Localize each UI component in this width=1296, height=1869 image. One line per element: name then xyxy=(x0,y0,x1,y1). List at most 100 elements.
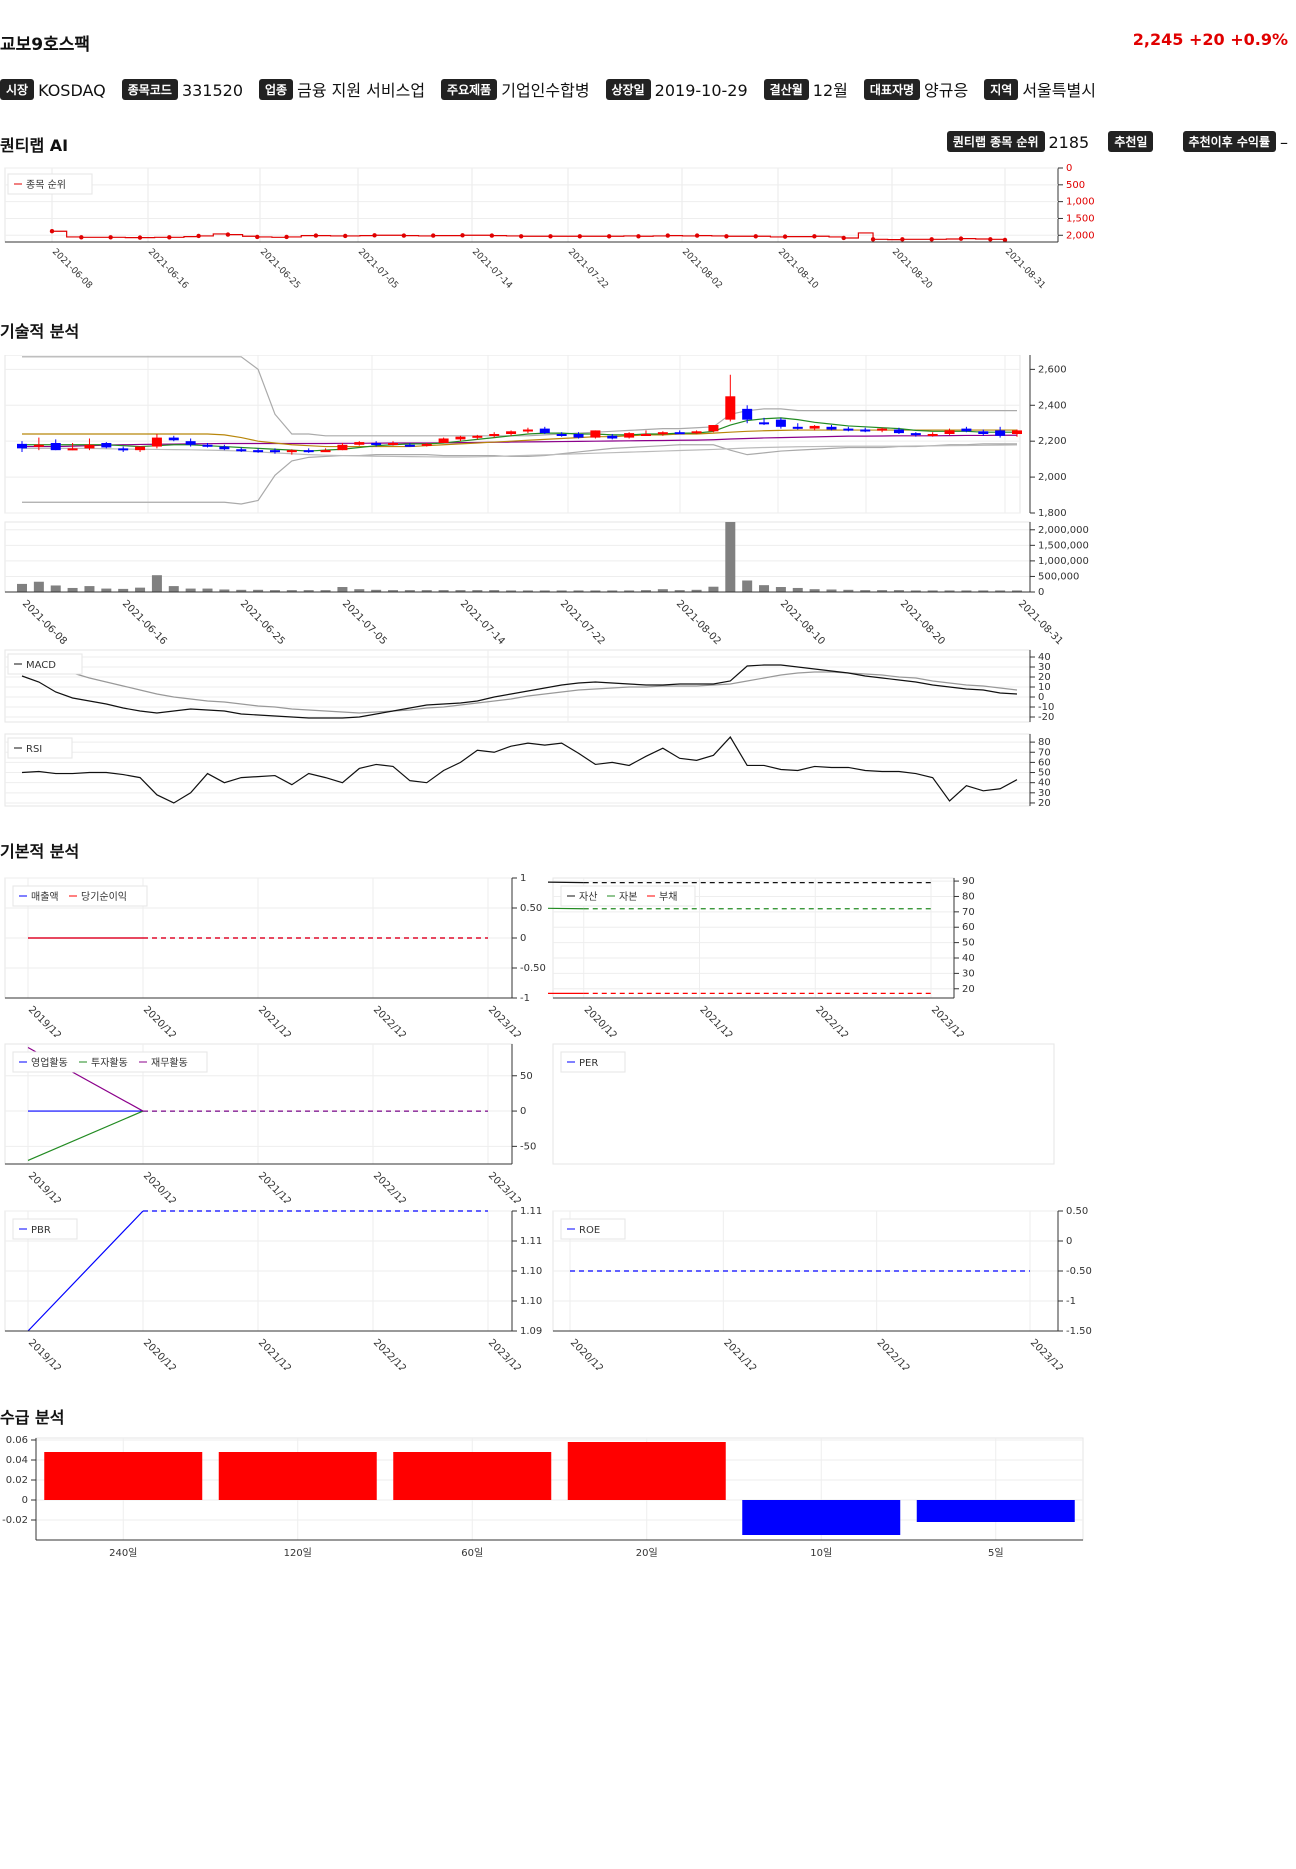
x-tick-label: 120일 xyxy=(284,1547,312,1559)
rank-point xyxy=(401,233,407,238)
rank-value: 2185 xyxy=(1048,133,1090,152)
cashflow-chart: -50 0 50 2019/12 2020/12 2021/12 2022/12 2023/1… xyxy=(4,1043,536,1203)
y-tick-label: 80 xyxy=(1038,737,1051,748)
y-tick-label: 60 xyxy=(962,922,975,933)
supply-bar xyxy=(916,1500,1075,1522)
y-tick-label: 1,500 xyxy=(1066,213,1095,224)
x-tick-label: 2021/12 xyxy=(256,1004,293,1037)
x-tick-label: 2022/12 xyxy=(875,1337,912,1370)
x-tick-label: 2021-07-05 xyxy=(340,598,389,647)
volume-bar xyxy=(522,590,533,592)
volume-bar xyxy=(556,590,567,592)
candle-body xyxy=(320,450,331,453)
rank-point xyxy=(284,234,289,240)
volume-bar xyxy=(843,589,854,592)
volume-bar xyxy=(17,583,27,592)
stock-price: 2,245 xyxy=(1132,30,1184,49)
candle-body xyxy=(151,437,162,447)
volume-bar xyxy=(674,590,685,592)
rank-point xyxy=(343,233,348,239)
x-tick-label: 2020/12 xyxy=(582,1004,619,1037)
legend-box xyxy=(12,1218,78,1240)
volume-bar xyxy=(371,589,382,592)
info-value: 금융 지원 서비스업 xyxy=(297,81,426,100)
plot-area xyxy=(4,649,1031,723)
volume-bar xyxy=(118,588,129,592)
rank-point xyxy=(460,233,465,238)
x-tick-label: 2021-06-16 xyxy=(146,247,190,291)
candle-body xyxy=(590,430,601,438)
candle-body xyxy=(303,450,314,453)
rank-point xyxy=(870,237,876,242)
info-label: 종목코드 xyxy=(121,79,178,100)
x-tick-label: 2021/12 xyxy=(256,1337,293,1370)
y-tick-label: 30 xyxy=(1038,662,1051,673)
volume-bar xyxy=(725,522,736,592)
candle-body xyxy=(506,431,517,434)
rank-point xyxy=(900,237,905,242)
volume-bar xyxy=(135,587,146,592)
supply-section-title: 수급 분석 xyxy=(0,1408,65,1427)
ai-summary: 퀀티랩 종목 순위 2185 추천일 추천이후 수익률 – xyxy=(946,131,1288,152)
info-label: 주요제품 xyxy=(441,79,498,100)
y-tick-label: 10 xyxy=(1038,682,1051,693)
series-line-actual xyxy=(27,1110,144,1162)
x-tick-label: 2021/12 xyxy=(697,1004,734,1037)
candle-body xyxy=(168,437,179,441)
legend-label: PER xyxy=(579,1058,598,1069)
x-tick-label: 2023/12 xyxy=(486,1170,523,1203)
volume-bar xyxy=(388,590,399,592)
candle-body xyxy=(371,442,382,445)
legend-label: 재무활동 xyxy=(151,1056,188,1069)
candle-body xyxy=(624,433,635,438)
x-tick-label: 2021-08-31 xyxy=(1003,247,1047,291)
volume-bar xyxy=(168,586,179,592)
volume-bar xyxy=(303,590,314,592)
legend-label: MACD xyxy=(26,660,56,671)
candle-body xyxy=(775,419,786,427)
volume-bar xyxy=(691,589,702,592)
legend-box xyxy=(560,1218,626,1240)
y-tick-label: -1.50 xyxy=(1066,1326,1092,1337)
plot-area xyxy=(35,1437,1084,1541)
candle-body xyxy=(657,432,668,435)
y-tick-label: 50 xyxy=(962,938,975,949)
legend-box xyxy=(560,1051,626,1073)
rank-point xyxy=(988,237,993,242)
candle-body xyxy=(50,442,61,451)
macd-line xyxy=(21,664,1018,719)
y-tick-label: 500 xyxy=(1066,180,1085,191)
y-tick-label: 2,000 xyxy=(1066,230,1095,241)
x-tick-label: 2020/12 xyxy=(141,1004,178,1037)
x-tick-label: 2022/12 xyxy=(813,1004,850,1037)
y-tick-label: -50 xyxy=(520,1141,536,1152)
ma-gray xyxy=(22,444,1018,458)
supply-bar xyxy=(567,1442,726,1500)
legend-box xyxy=(560,885,696,907)
y-tick-label: 0 xyxy=(1038,692,1044,703)
volume-bar xyxy=(961,590,972,592)
rank-point xyxy=(665,233,670,238)
pbr-chart: 1.09 1.10 1.10 1.11 1.11 2019/12 2020/12 2021/1… xyxy=(4,1206,542,1370)
candle-body xyxy=(202,444,213,447)
info-value: 331520 xyxy=(181,81,244,100)
volume-bar xyxy=(101,588,112,592)
volume-bar xyxy=(253,589,264,592)
legend-box xyxy=(12,1051,208,1073)
candle-body xyxy=(455,436,466,440)
y-tick-label: 1,800 xyxy=(1038,508,1067,519)
info-value: 서울특별시 xyxy=(1022,81,1096,100)
y-tick-label: 0 xyxy=(1066,1236,1072,1247)
info-item: 결산월 12월 xyxy=(763,77,848,101)
volume-bar xyxy=(708,586,719,592)
volume-bar xyxy=(151,575,162,592)
rank-point xyxy=(431,233,436,238)
rank-point xyxy=(548,234,553,239)
volume-bar xyxy=(489,590,500,592)
candle-body xyxy=(725,396,736,420)
y-tick-label: 500,000 xyxy=(1038,571,1079,582)
x-tick-label: 2021-08-31 xyxy=(1016,598,1065,647)
volume-bar xyxy=(995,590,1006,592)
